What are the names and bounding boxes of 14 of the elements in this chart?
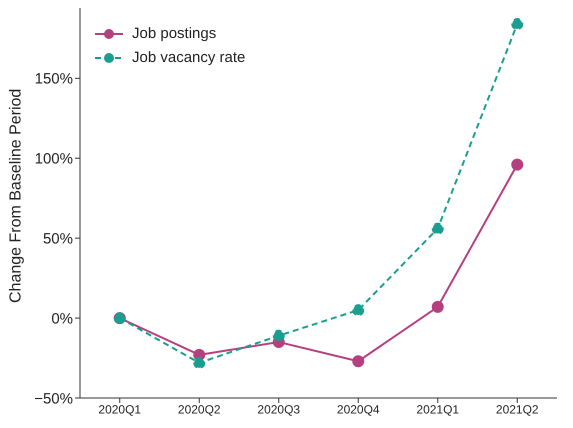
y-tick-label: −50%	[34, 390, 73, 408]
legend-label: Job vacancy rate	[132, 48, 246, 68]
x-tick-label: 2020Q2	[178, 402, 221, 417]
x-tick-label: 2021Q1	[416, 402, 460, 417]
x-tick-label: 2020Q1	[98, 402, 142, 417]
y-tick-label: 100%	[34, 150, 73, 168]
y-tick-label: 50%	[42, 230, 73, 248]
y-axis-title: Change From Baseline Period	[8, 88, 25, 303]
y-tick-label: 0%	[51, 310, 73, 328]
legend-label: Job postings	[132, 24, 216, 44]
y-tick-label: 150%	[34, 70, 73, 88]
x-tick-label: 2020Q4	[336, 402, 380, 417]
x-tick-label: 2020Q3	[257, 402, 300, 417]
x-tick-label: 2021Q2	[496, 402, 539, 417]
